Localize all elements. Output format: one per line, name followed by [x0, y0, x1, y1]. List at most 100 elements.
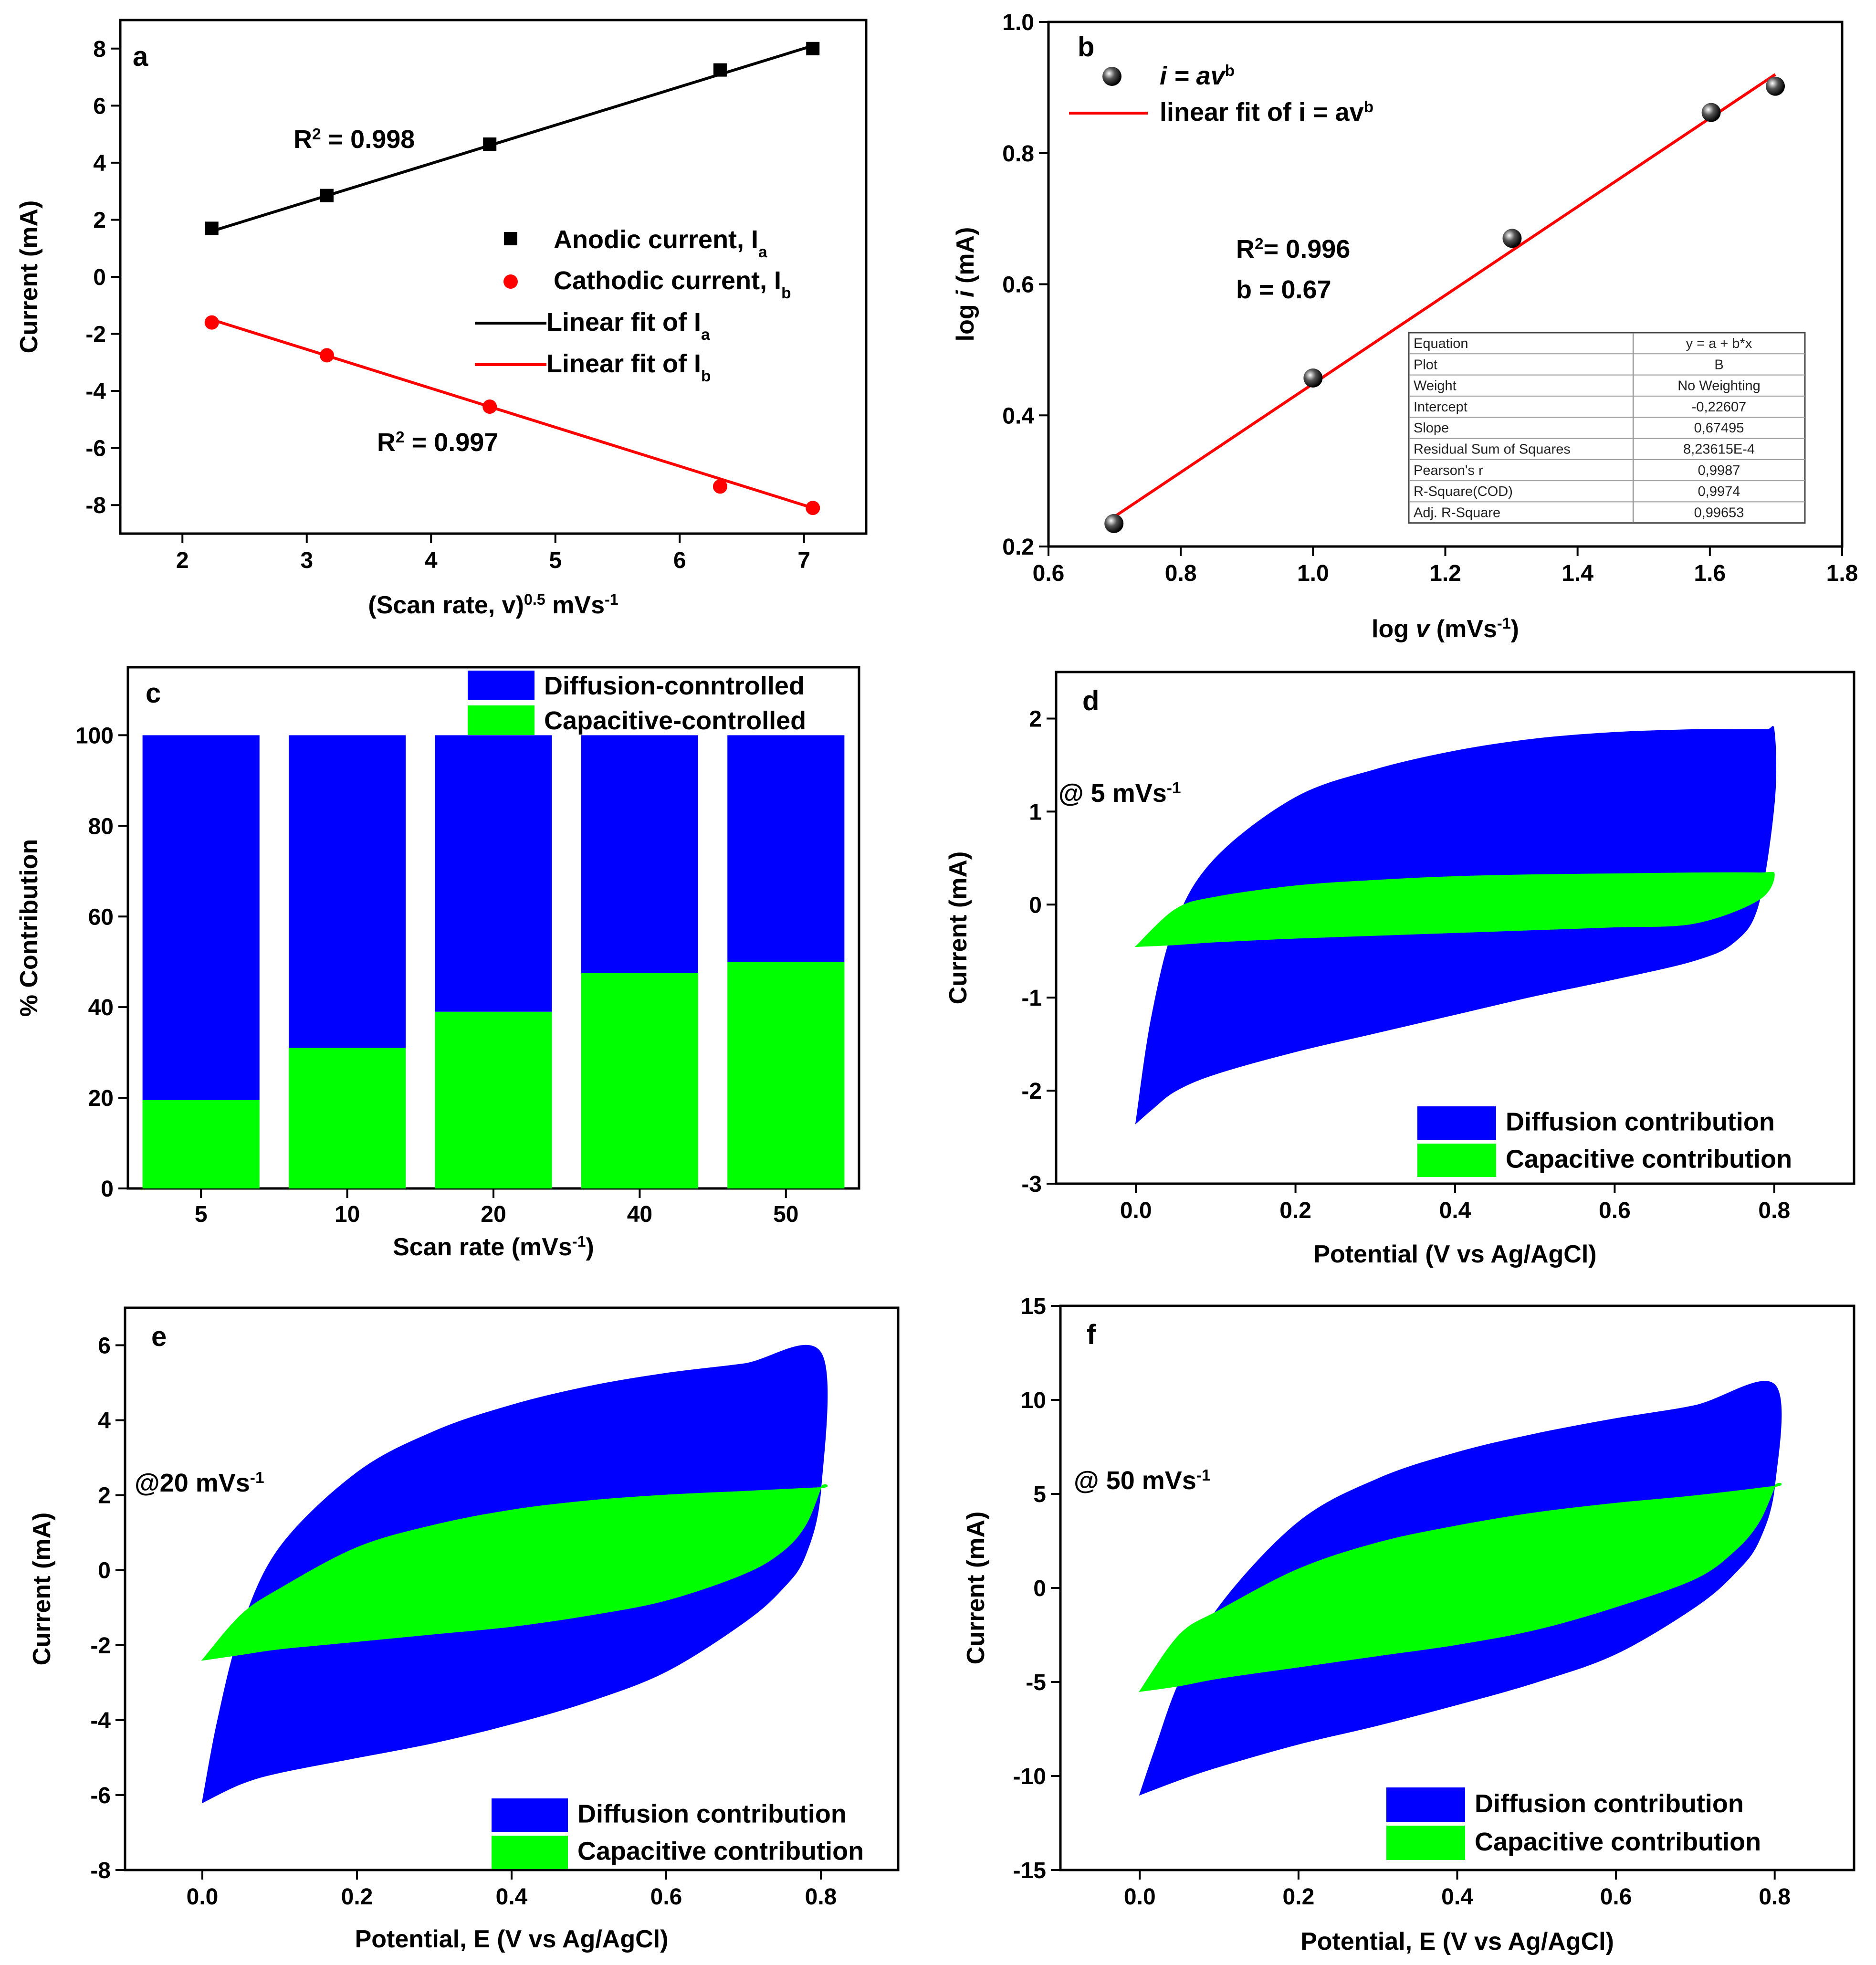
x-tick-label: 0.0 — [1120, 1198, 1152, 1223]
bar-diffusion — [289, 735, 406, 1048]
legend-label-fit-anodic-part: Linear fit of I — [546, 308, 701, 336]
legend-label-fit-cathodic: Linear fit of Ib — [546, 349, 711, 385]
y-tick-label: 8 — [93, 37, 106, 62]
legend-label-anodic: Anodic current, Ia — [554, 225, 767, 261]
x-tick-label: 1.8 — [1826, 561, 1858, 586]
legend-label-diffusion: Diffusion-conntrolled — [544, 672, 805, 700]
legend-marker-data — [1102, 67, 1121, 86]
y-tick-label: -6 — [90, 1783, 111, 1808]
legend-swatch-capacitive — [492, 1836, 568, 1869]
y-tick-label: 0 — [1033, 1576, 1046, 1601]
y-tick-label: -2 — [90, 1633, 111, 1659]
panel-label-f-part: f — [1087, 1319, 1096, 1350]
legend-marker-cathodic — [503, 274, 518, 289]
y-axis-label-part: log — [952, 297, 979, 341]
x-tick-label: 5 — [195, 1202, 208, 1227]
y-tick-label: 0 — [93, 265, 106, 290]
x-tick-label: 6 — [673, 548, 686, 573]
panel-d: 210-1-2-30.0 0.2 0.4 0.6 0.8d@ 5 mVs-1Diffus… — [944, 671, 1855, 1268]
x-tick-label: 0.0 — [187, 1884, 219, 1910]
x-tick-label: 3 — [300, 548, 313, 573]
scan-rate-annotation-part: -1 — [1167, 779, 1181, 797]
legend-marker-anodic — [504, 232, 517, 245]
x-tick-label: 1.6 — [1694, 561, 1726, 586]
y-tick-label: 0.2 — [1002, 535, 1034, 560]
x-axis-label-part: -1 — [572, 1233, 586, 1250]
panel-f: 15 10 5 0 -5 -10 -15 0.0 0.2 0.4 0.6 0.8 f @ 50 mVs-1… — [962, 1294, 1855, 1955]
legend-swatch-capacitive — [1417, 1144, 1496, 1177]
data-point — [1502, 229, 1522, 248]
legend-label-capacitive: Capacitive contribution — [1475, 1828, 1761, 1856]
legend-label-capacitive: Capacitive-controlled — [544, 706, 806, 735]
legend-label-capacitive: Capacitive contribution — [1506, 1145, 1792, 1173]
panel-label-e-part: e — [151, 1321, 167, 1352]
y-tick-label: 0 — [101, 1177, 114, 1202]
x-tick-label: 1.0 — [1297, 561, 1329, 586]
fit-line-power-law — [1113, 73, 1776, 518]
y-tick-label: -4 — [85, 379, 106, 404]
table-key: Pearson's r — [1414, 463, 1483, 478]
y-tick-label: -6 — [85, 436, 106, 462]
bar-diffusion — [435, 735, 552, 1012]
x-tick-label: 0.8 — [1758, 1198, 1790, 1223]
table-value: 8,23615E-4 — [1683, 442, 1755, 457]
x-tick-label: 1.2 — [1429, 561, 1461, 586]
y-axis-label-part: (mA) — [952, 227, 979, 291]
data-point — [1701, 103, 1721, 122]
y-tick-label: 4 — [93, 151, 106, 176]
r-squared-part: R — [1236, 235, 1255, 263]
y-tick-label: 0.6 — [1002, 273, 1034, 298]
table-key: Weight — [1414, 378, 1457, 394]
b-value: b = 0.67 — [1236, 275, 1331, 304]
y-tick-label: 1.0 — [1002, 10, 1034, 35]
x-axis-label-part: Scan rate (mVs — [393, 1233, 572, 1261]
capacitive-area — [201, 1484, 828, 1661]
legend-label-fit-cathodic-part: b — [701, 368, 711, 385]
legend-label-cathodic-part: b — [781, 284, 791, 302]
r-squared-anodic-part: R — [293, 125, 312, 154]
legend-label-fit-cathodic-part: Linear fit of I — [546, 349, 701, 378]
table-key: Intercept — [1414, 399, 1467, 415]
bar-capacitive — [289, 1048, 406, 1188]
x-axis-label-part: v — [1415, 615, 1431, 643]
y-tick-label: 6 — [98, 1334, 111, 1359]
x-axis-label-part: log — [1372, 615, 1415, 643]
bar-diffusion — [142, 735, 260, 1100]
x-axis-label-part: (Scan rate, v) — [368, 591, 524, 619]
x-tick-label: 2 — [176, 548, 189, 573]
scan-rate-annotation-part: @20 mVs — [135, 1469, 250, 1497]
y-tick-label: 15 — [1021, 1294, 1046, 1319]
x-tick-label: 0.2 — [1279, 1198, 1311, 1223]
x-tick-label: 0.4 — [496, 1884, 528, 1910]
legend-label-data: i = avb — [1160, 62, 1235, 90]
legend-label-data-part: b — [1225, 62, 1235, 80]
y-tick-label: -15 — [1013, 1858, 1046, 1883]
legend-swatch-diffusion — [492, 1798, 568, 1832]
x-axis-label-part: ) — [586, 1233, 594, 1261]
legend-label-fit-part: b — [1364, 98, 1373, 116]
bar-capacitive — [581, 973, 698, 1188]
x-tick-label: 0.0 — [1124, 1884, 1156, 1910]
bar-diffusion — [581, 735, 698, 973]
legend-label-fit-part: linear fit of i = av — [1160, 98, 1364, 126]
table-value: y = a + b*x — [1686, 336, 1752, 351]
anodic-point — [320, 189, 334, 202]
r-squared: R2= 0.996 — [1236, 235, 1350, 263]
x-tick-label: 0.8 — [805, 1884, 837, 1910]
bar-capacitive — [435, 1011, 552, 1188]
y-tick-label: 40 — [88, 995, 114, 1020]
x-tick-label: 0.6 — [1033, 561, 1065, 586]
y-axis-label: Current (mA) — [944, 851, 972, 1005]
legend-swatch-diffusion — [1386, 1787, 1465, 1822]
y-tick-label: -5 — [1026, 1670, 1046, 1695]
x-tick-label: 0.2 — [341, 1884, 373, 1910]
table-key: Equation — [1414, 336, 1468, 351]
y-tick-label: 0 — [1029, 893, 1042, 918]
y-tick-label: 60 — [88, 904, 114, 930]
panel-label-e: e — [151, 1321, 167, 1352]
table-value: 0,99653 — [1694, 505, 1744, 520]
scan-rate-annotation: @ 50 mVs-1 — [1074, 1466, 1211, 1495]
x-tick-label: 0.4 — [1441, 1884, 1473, 1910]
x-tick-label: 0.6 — [1599, 1198, 1631, 1223]
